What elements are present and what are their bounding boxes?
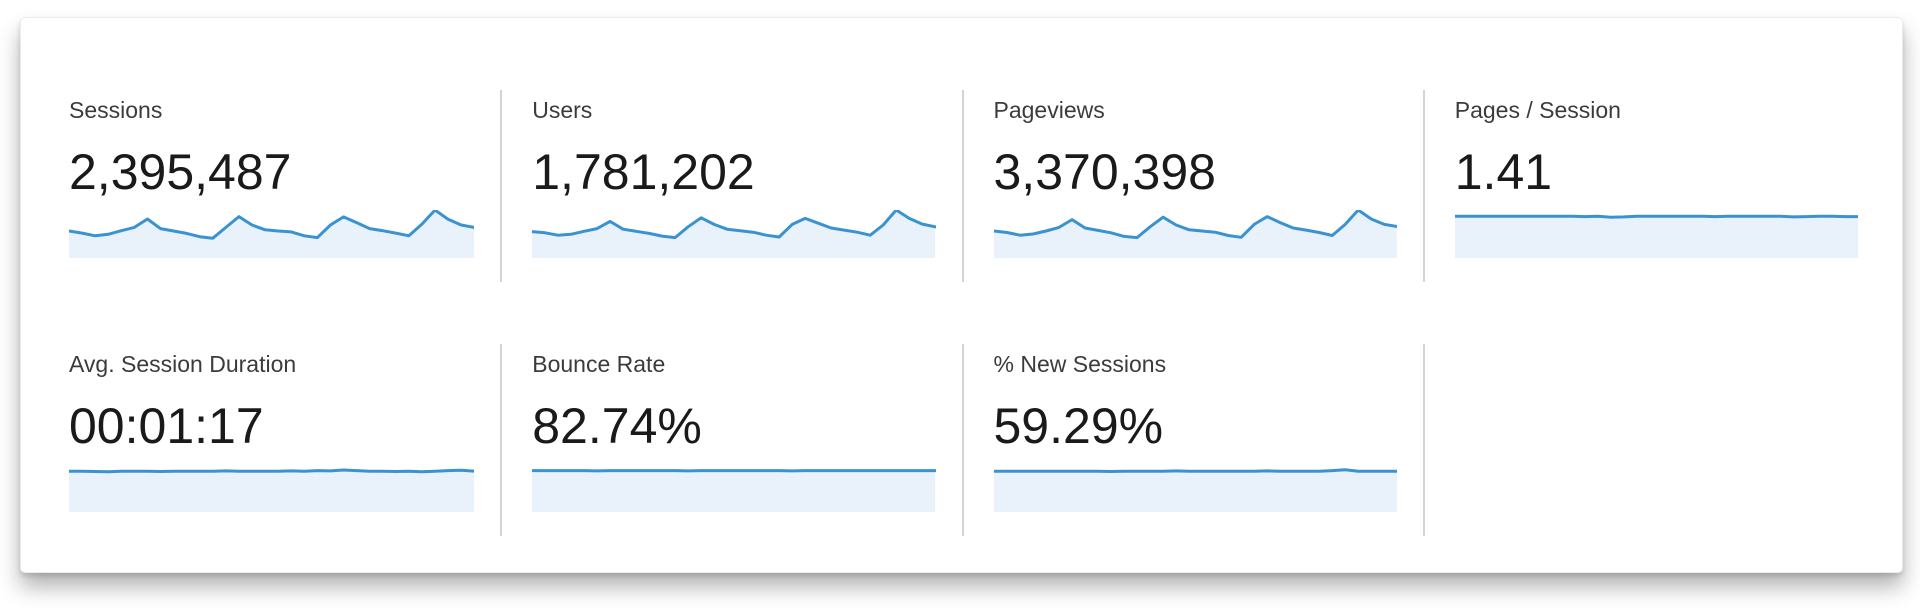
pages-per-session-sparkline-chart [1454, 210, 1858, 258]
metric-value-pageviews: 3,370,398 [993, 144, 1216, 200]
metrics-row-2: Avg. Session Duration 00:01:17 Bounce Ra… [39, 344, 1884, 536]
metric-card-sessions: Sessions 2,395,487 [39, 90, 500, 282]
avg-session-duration-sparkline-chart [69, 464, 475, 512]
users-sparkline-chart [532, 210, 936, 258]
empty-metric-slot [1422, 344, 1884, 536]
pageviews-sparkline-chart [993, 210, 1397, 258]
bounce-rate-sparkline-chart [532, 464, 936, 512]
metric-value-avg-session-duration: 00:01:17 [69, 398, 264, 454]
metrics-summary-card: Sessions 2,395,487 Users 1,781,202 Pagev… [20, 17, 1903, 573]
metric-label-avg-session-duration: Avg. Session Duration [69, 351, 297, 377]
sessions-sparkline-chart [69, 210, 475, 258]
metric-card-pageviews: Pageviews 3,370,398 [961, 90, 1423, 282]
metric-value-users: 1,781,202 [532, 144, 755, 200]
metric-label-bounce-rate: Bounce Rate [532, 351, 666, 377]
metric-value-pages-per-session: 1.41 [1454, 144, 1553, 200]
new-sessions-sparkline-chart [993, 464, 1397, 512]
metric-card-users: Users 1,781,202 [500, 90, 961, 282]
metrics-row-1: Sessions 2,395,487 Users 1,781,202 Pagev… [39, 90, 1884, 282]
metric-card-bounce-rate: Bounce Rate 82.74% [500, 344, 961, 536]
metric-label-sessions: Sessions [69, 97, 163, 123]
metric-value-sessions: 2,395,487 [69, 144, 292, 200]
metric-value-new-sessions: 59.29% [993, 398, 1164, 454]
metric-label-users: Users [532, 97, 593, 123]
metric-label-pageviews: Pageviews [993, 97, 1105, 123]
metric-value-bounce-rate: 82.74% [532, 398, 702, 454]
metric-label-new-sessions: % New Sessions [993, 351, 1167, 377]
metric-card-pages-per-session: Pages / Session 1.41 [1422, 90, 1884, 282]
metric-card-avg-session-duration: Avg. Session Duration 00:01:17 [39, 344, 500, 536]
metric-card-new-sessions: % New Sessions 59.29% [961, 344, 1423, 536]
metric-label-pages-per-session: Pages / Session [1454, 97, 1621, 123]
